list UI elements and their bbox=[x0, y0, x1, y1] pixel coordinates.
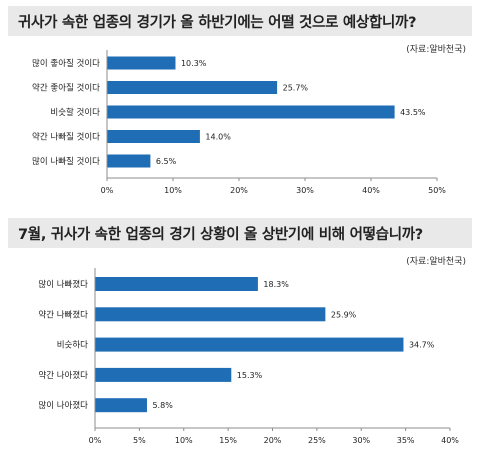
category-label: 약간 좋아질 것이다 bbox=[32, 83, 100, 94]
category-label: 비슷할 것이다 bbox=[50, 107, 100, 118]
chart-1-source: (자료:알바천국) bbox=[406, 45, 466, 55]
data-label: 18.3% bbox=[263, 280, 289, 289]
bar bbox=[95, 367, 232, 382]
bar bbox=[95, 337, 404, 352]
x-tick-label: 50% bbox=[428, 186, 446, 195]
category-label: 많이 나아졌다 bbox=[38, 400, 88, 411]
bar bbox=[107, 154, 151, 168]
x-tick-label: 35% bbox=[397, 436, 415, 445]
x-tick-label: 0% bbox=[89, 436, 102, 445]
bar bbox=[95, 277, 258, 291]
bar bbox=[107, 56, 176, 70]
bar bbox=[107, 130, 200, 143]
x-tick-label: 30% bbox=[352, 436, 370, 445]
data-label: 34.7% bbox=[409, 341, 435, 350]
category-label: 약간 나빠졌다 bbox=[38, 309, 88, 320]
x-tick-label: 25% bbox=[308, 436, 326, 445]
data-label: 6.5% bbox=[156, 157, 177, 166]
bar bbox=[95, 398, 147, 413]
category-label: 비슷하다 bbox=[57, 340, 88, 351]
category-label: 많이 나빠질 것이다 bbox=[32, 156, 100, 167]
bar bbox=[95, 307, 326, 322]
x-tick-label: 40% bbox=[441, 436, 459, 445]
x-tick-label: 20% bbox=[230, 186, 248, 195]
chart-2-title: 7월, 귀사가 속한 업종의 경기 상황이 올 상반기에 비해 어떻습니까? bbox=[8, 218, 472, 248]
x-tick-label: 0% bbox=[101, 186, 114, 195]
bar bbox=[107, 105, 395, 119]
x-tick-label: 20% bbox=[264, 436, 282, 445]
x-tick-label: 15% bbox=[219, 436, 237, 445]
x-tick-label: 10% bbox=[175, 436, 193, 445]
data-label: 15.3% bbox=[237, 371, 263, 380]
data-label: 43.5% bbox=[400, 108, 426, 117]
data-label: 14.0% bbox=[205, 133, 231, 142]
x-tick-label: 40% bbox=[362, 186, 380, 195]
data-label: 5.8% bbox=[152, 401, 173, 410]
chart-1-title: 귀사가 속한 업종의 경기가 올 하반기에는 어떨 것으로 예상합니까? bbox=[8, 6, 472, 36]
chart-2-source: (자료:알바천국) bbox=[406, 257, 466, 267]
category-label: 약간 나빠질 것이다 bbox=[32, 132, 100, 143]
category-label: 많이 좋아질 것이다 bbox=[32, 58, 100, 69]
data-label: 25.7% bbox=[283, 84, 309, 93]
bar bbox=[107, 81, 278, 94]
x-tick-label: 5% bbox=[133, 436, 146, 445]
x-tick-label: 10% bbox=[164, 186, 182, 195]
data-label: 25.9% bbox=[331, 310, 357, 319]
category-label: 약간 나아졌다 bbox=[38, 370, 88, 381]
category-label: 많이 나빠졌다 bbox=[38, 279, 88, 290]
x-tick-label: 30% bbox=[296, 186, 314, 195]
data-label: 10.3% bbox=[181, 59, 207, 68]
